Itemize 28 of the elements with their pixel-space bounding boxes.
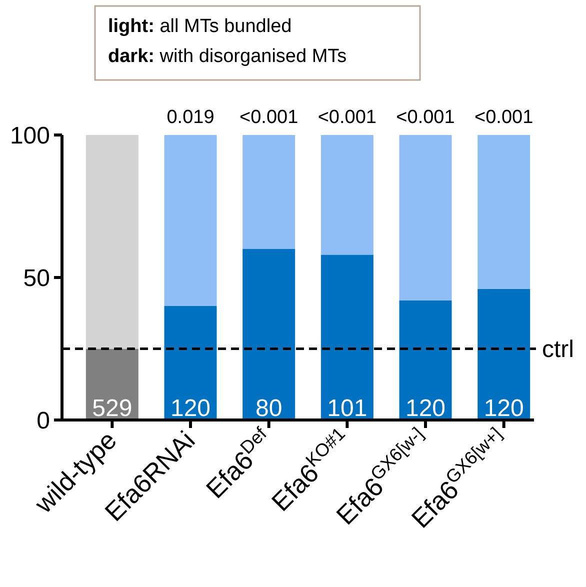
y-tick-label: 100	[10, 122, 50, 150]
bar	[320, 135, 374, 255]
bar	[242, 249, 296, 420]
bar	[164, 135, 217, 306]
annotation: 120	[484, 395, 524, 422]
annotation: <0.001	[474, 107, 534, 128]
bar	[86, 135, 138, 349]
text: light: all MTs bundled	[108, 16, 292, 37]
annotation: <0.001	[396, 107, 455, 128]
bar	[320, 254, 374, 420]
text: dark: with disorganised MTs	[108, 46, 347, 67]
y-tick-label: 0	[36, 407, 50, 434]
annotation: <0.001	[318, 107, 376, 128]
bar	[478, 288, 530, 420]
annotation: <0.001	[240, 107, 298, 128]
annotation: 120	[405, 395, 446, 422]
annotation: 529	[92, 395, 132, 422]
ref-line-label: ctrl	[542, 336, 574, 364]
bar	[399, 300, 452, 420]
bar	[242, 135, 296, 249]
bar	[478, 135, 530, 289]
y-tick-label: 50	[23, 264, 50, 292]
annotation: 101	[327, 395, 368, 422]
annotation: 0.019	[166, 107, 214, 128]
bar	[164, 306, 217, 420]
annotation: 80	[255, 395, 282, 422]
bar	[399, 135, 452, 300]
annotation: 120	[170, 395, 211, 422]
